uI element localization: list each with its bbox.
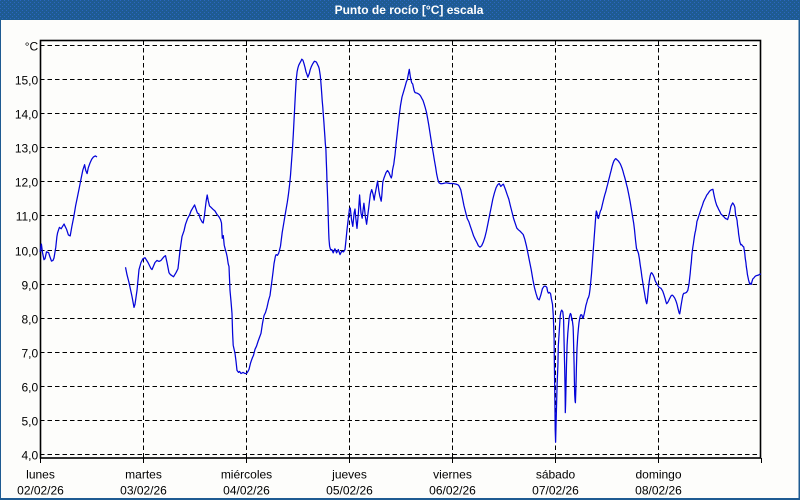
svg-text:4,0: 4,0 [22,449,39,463]
svg-text:13,0: 13,0 [15,142,39,156]
svg-text:viernes: viernes [433,468,472,482]
svg-text:06/02/26: 06/02/26 [429,484,476,498]
svg-text:14,0: 14,0 [15,108,39,122]
svg-text:miércoles: miércoles [221,468,272,482]
svg-text:lunes: lunes [26,468,55,482]
svg-text:15,0: 15,0 [15,74,39,88]
svg-text:6,0: 6,0 [22,381,39,395]
svg-text:10,0: 10,0 [15,245,39,259]
svg-text:7,0: 7,0 [22,347,39,361]
svg-text:sábado: sábado [536,468,576,482]
svg-text:03/02/26: 03/02/26 [120,484,167,498]
svg-text:07/02/26: 07/02/26 [532,484,579,498]
svg-text:9,0: 9,0 [22,279,39,293]
svg-text:08/02/26: 08/02/26 [635,484,682,498]
svg-text:5,0: 5,0 [22,415,39,429]
svg-text:04/02/26: 04/02/26 [223,484,270,498]
svg-text:jueves: jueves [331,468,367,482]
svg-text:domingo: domingo [635,468,681,482]
svg-text:°C: °C [25,40,39,54]
svg-text:Punto de rocío [°C] escala: Punto de rocío [°C] escala [335,3,484,17]
svg-text:05/02/26: 05/02/26 [326,484,373,498]
svg-text:martes: martes [125,468,162,482]
svg-text:12,0: 12,0 [15,176,39,190]
svg-text:02/02/26: 02/02/26 [17,484,64,498]
svg-text:8,0: 8,0 [22,313,39,327]
svg-text:11,0: 11,0 [16,210,39,224]
